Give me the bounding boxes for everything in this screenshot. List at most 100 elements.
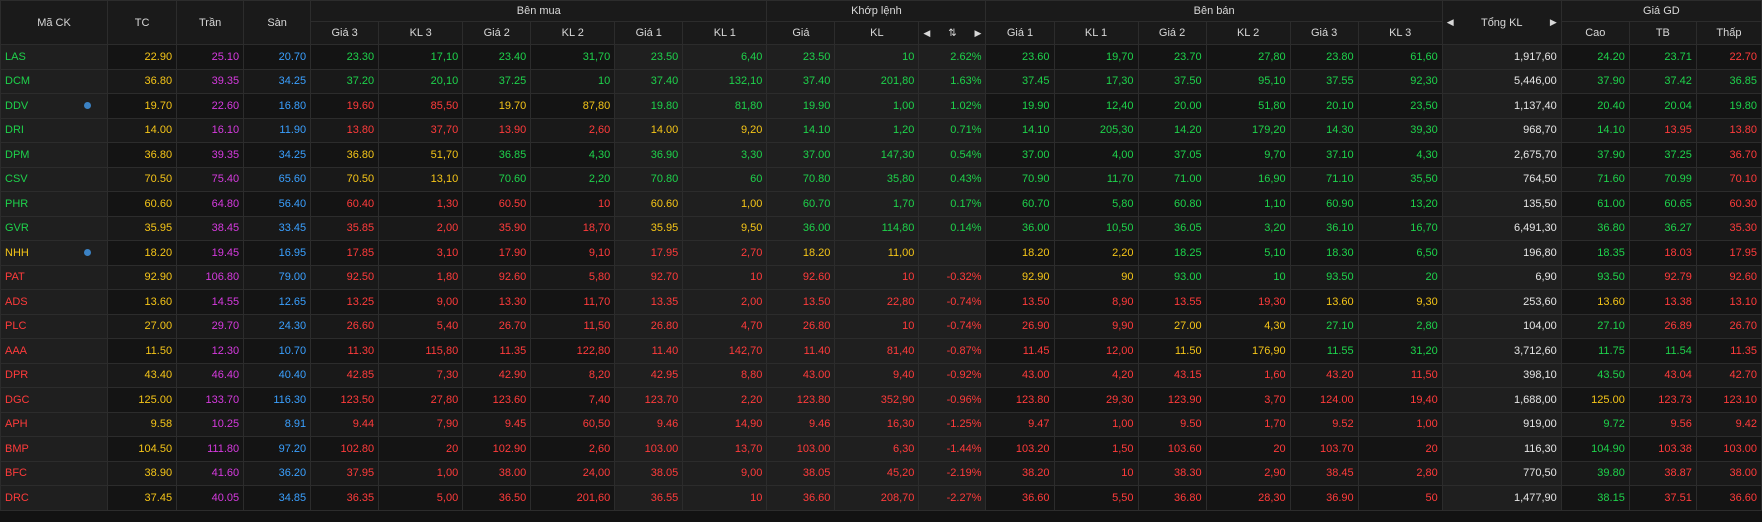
cell-avg-price: 13.38 (1628, 289, 1697, 315)
cell-low-price: 70.10 (1695, 166, 1762, 192)
cell-symbol[interactable]: PLC (0, 313, 109, 339)
cell-ask-price-1: 11.45 (985, 338, 1055, 364)
cell-low-price: 103.00 (1695, 436, 1762, 462)
cell-symbol[interactable]: GVR (0, 215, 109, 241)
cell-bid-price-2: 23.40 (462, 44, 532, 70)
cell-high-price: 11.75 (1560, 338, 1630, 364)
info-dot-icon[interactable] (84, 249, 92, 256)
cell-bid-price-3: 36.80 (310, 142, 380, 168)
caret-right-icon[interactable]: ▶ (1549, 17, 1557, 27)
cell-symbol[interactable]: DRC (0, 485, 109, 511)
header-sell-kl1[interactable]: KL 1 (1053, 21, 1139, 45)
header-tong-kl[interactable]: Tổng KL (1480, 16, 1523, 29)
header-buy-kl3[interactable]: KL 3 (378, 21, 464, 45)
header-tb[interactable]: TB (1628, 21, 1697, 45)
table-row[interactable]: NHH 18.20 19.45 16.95 17.85 3,10 17.90 9,10 17.9… (0, 240, 1762, 266)
cell-bid-vol-2: 5,80 (530, 264, 616, 290)
cell-symbol[interactable]: DPR (0, 362, 109, 388)
table-row[interactable]: PLC 27.00 29.70 24.30 26.60 5,40 26.70 11,50 26.… (0, 313, 1762, 339)
sort-icon[interactable]: ⇅ (948, 27, 957, 39)
cell-ask-price-1: 38.20 (985, 460, 1055, 486)
header-san[interactable]: Sàn (243, 0, 312, 45)
cell-symbol[interactable]: BFC (0, 460, 109, 486)
header-sell-gia2[interactable]: Giá 2 (1137, 21, 1207, 45)
cell-symbol[interactable]: APH (0, 411, 109, 437)
cell-ask-price-3: 37.55 (1289, 68, 1359, 94)
cell-bid-price-2: 26.70 (462, 313, 532, 339)
cell-ask-price-3: 71.10 (1289, 166, 1359, 192)
cell-ask-vol-2: 16,90 (1205, 166, 1291, 192)
cell-ask-vol-3: 35,50 (1357, 166, 1443, 192)
table-row[interactable]: APH 9.58 10.25 8.91 9.44 7,90 9.45 60,50 9.46 14,… (0, 411, 1762, 437)
table-row[interactable]: BFC 38.90 41.60 36.20 37.95 1,00 38.00 24,00 38.… (0, 460, 1762, 486)
header-sell-kl2[interactable]: KL 2 (1205, 21, 1291, 45)
header-sell-kl3[interactable]: KL 3 (1357, 21, 1443, 45)
header-ma-ck[interactable]: Mã CK (0, 0, 109, 45)
header-buy-gia3[interactable]: Giá 3 (310, 21, 380, 45)
stock-table: Mã CK TC Trần Sàn Bên mua Khớp lệnh Bên … (0, 0, 1762, 511)
cell-symbol[interactable]: AAA (0, 338, 109, 364)
cell-symbol[interactable]: DPM (0, 142, 109, 168)
table-row[interactable]: DPM 36.80 39.35 34.25 36.80 51,70 36.85 4,30 36.… (0, 142, 1762, 168)
header-buy-gia1[interactable]: Giá 1 (614, 21, 684, 45)
header-sell-gia3[interactable]: Giá 3 (1289, 21, 1359, 45)
cell-ask-price-2: 9.50 (1137, 411, 1207, 437)
cell-ask-vol-2: 3,70 (1205, 387, 1291, 413)
cell-ask-vol-1: 17,30 (1053, 68, 1139, 94)
cell-symbol[interactable]: DDV (0, 93, 109, 119)
table-row[interactable]: DPR 43.40 46.40 40.40 42.85 7,30 42.90 8,20 42.9… (0, 362, 1762, 388)
cell-bid-price-1: 17.95 (614, 240, 684, 266)
cell-ask-vol-1: 10 (1053, 460, 1139, 486)
caret-right-icon[interactable]: ▶ (974, 27, 982, 38)
table-row[interactable]: CSV 70.50 75.40 65.60 70.50 13,10 70.60 2,20 70.… (0, 166, 1762, 192)
cell-symbol[interactable]: DGC (0, 387, 109, 413)
cell-symbol[interactable]: DCM (0, 68, 109, 94)
cell-symbol[interactable]: DRI (0, 117, 109, 143)
caret-left-icon[interactable]: ◀ (1446, 17, 1454, 27)
cell-bid-price-1: 9.46 (614, 411, 684, 437)
table-row[interactable]: PHR 60.60 64.80 56.40 60.40 1,30 60.50 10 60.60 1… (0, 191, 1762, 217)
cell-bid-vol-1: 4,70 (682, 313, 768, 339)
cell-ask-price-2: 20.00 (1137, 93, 1207, 119)
cell-symbol[interactable]: CSV (0, 166, 109, 192)
table-row[interactable]: LAS 22.90 25.10 20.70 23.30 17,10 23.40 31,70 23… (0, 44, 1762, 70)
table-row[interactable]: ADS 13.60 14.55 12.65 13.25 9,00 13.30 11,70 13.… (0, 289, 1762, 315)
cell-symbol[interactable]: LAS (0, 44, 109, 70)
table-row[interactable]: GVR 35.95 38.45 33.45 35.85 2,00 35.90 18,70 35.… (0, 215, 1762, 241)
cell-high-price: 27.10 (1560, 313, 1630, 339)
table-row[interactable]: PAT 92.90 106.80 79.00 92.50 1,80 92.60 5,80 92.… (0, 264, 1762, 290)
cell-symbol[interactable]: NHH (0, 240, 109, 266)
header-buy-kl2[interactable]: KL 2 (530, 21, 616, 45)
cell-bid-price-2: 36.85 (462, 142, 532, 168)
cell-match-change-pct: -1.44% (918, 436, 987, 462)
header-match-gia[interactable]: Giá (766, 21, 836, 45)
table-row[interactable]: DGC 125.00 133.70 116.30 123.50 27,80 123.60 7,… (0, 387, 1762, 413)
header-tran[interactable]: Trần (176, 0, 245, 45)
table-row[interactable]: DDV 19.70 22.60 16.80 19.60 85,50 19.70 87,80 19… (0, 93, 1762, 119)
header-match-kl[interactable]: KL (834, 21, 920, 45)
cell-symbol[interactable]: BMP (0, 436, 109, 462)
header-tc[interactable]: TC (107, 0, 178, 45)
cell-bid-vol-2: 9,10 (530, 240, 616, 266)
table-row[interactable]: DRC 37.45 40.05 34.85 36.35 5,00 36.50 201,60 36… (0, 485, 1762, 511)
cell-symbol[interactable]: PHR (0, 191, 109, 217)
table-row[interactable]: DRI 14.00 16.10 11.90 13.80 37,70 13.90 2,60 14.… (0, 117, 1762, 143)
info-dot-icon[interactable] (84, 102, 92, 109)
header-thap[interactable]: Thấp (1695, 21, 1762, 45)
header-cao[interactable]: Cao (1560, 21, 1630, 45)
cell-avg-price: 36.27 (1628, 215, 1697, 241)
cell-symbol[interactable]: ADS (0, 289, 109, 315)
header-buy-gia2[interactable]: Giá 2 (462, 21, 532, 45)
table-row[interactable]: AAA 11.50 12.30 10.70 11.30 115,80 11.35 122,80… (0, 338, 1762, 364)
table-row[interactable]: BMP 104.50 111.80 97.20 102.80 20 102.90 2,60 10… (0, 436, 1762, 462)
header-sell-gia1[interactable]: Giá 1 (985, 21, 1055, 45)
table-row[interactable]: DCM 36.80 39.35 34.25 37.20 20,10 37.25 10 37.40… (0, 68, 1762, 94)
cell-bid-price-3: 26.60 (310, 313, 380, 339)
cell-bid-price-3: 13.25 (310, 289, 380, 315)
header-buy-kl1[interactable]: KL 1 (682, 21, 768, 45)
cell-symbol[interactable]: PAT (0, 264, 109, 290)
cell-ask-vol-1: 29,30 (1053, 387, 1139, 413)
cell-match-price: 103.00 (766, 436, 836, 462)
cell-floor-price: 97.20 (243, 436, 312, 462)
caret-left-icon[interactable]: ◀ (923, 27, 931, 38)
